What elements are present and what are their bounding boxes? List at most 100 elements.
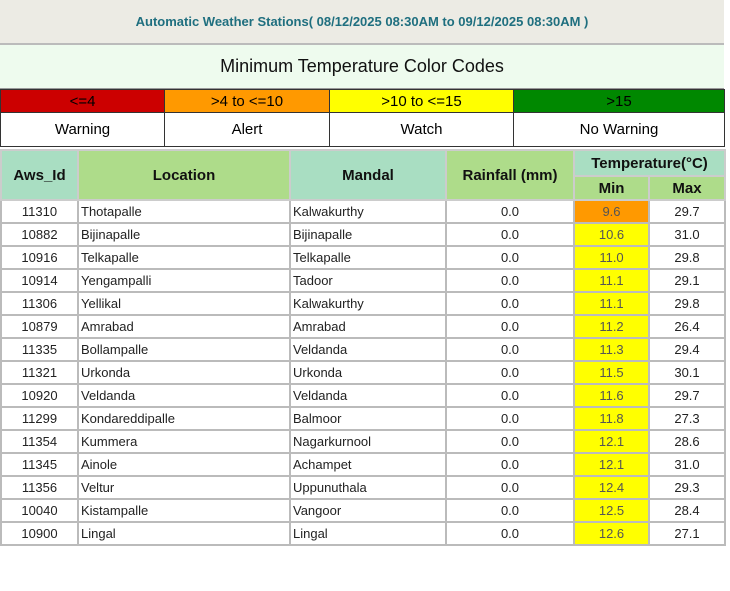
cell-rainfall: 0.0 [445,291,575,316]
cell-max-temp: 27.1 [647,521,727,546]
cell-min-temp: 11.2 [573,314,650,339]
header-temperature: Temperature(°C) [572,149,727,177]
cell-rainfall: 0.0 [445,199,575,224]
legend-range: >4 to <=10 [164,89,330,113]
cell-aws-id: 11306 [0,291,79,316]
cell-aws-id: 10040 [0,498,79,523]
cell-location: Telkapalle [77,245,291,270]
cell-max-temp: 29.8 [647,291,727,316]
cell-location: Veldanda [77,383,291,408]
cell-max-temp: 29.7 [647,199,727,224]
cell-location: Bollampalle [77,337,291,362]
cell-max-temp: 27.3 [647,406,727,431]
cell-aws-id: 10882 [0,222,79,247]
legend-label: Watch [329,112,514,147]
cell-rainfall: 0.0 [445,314,575,339]
table-row: 11299 Kondareddipalle Balmoor 0.0 11.8 27.3 [0,406,727,431]
cell-rainfall: 0.0 [445,452,575,477]
cell-rainfall: 0.0 [445,337,575,362]
cell-location: Amrabad [77,314,291,339]
table-row: 11335 Bollampalle Veldanda 0.0 11.3 29.4 [0,337,727,362]
cell-location: Ainole [77,452,291,477]
cell-min-temp: 11.0 [573,245,650,270]
cell-mandal: Achampet [289,452,447,477]
cell-aws-id: 11354 [0,429,79,454]
cell-max-temp: 29.8 [647,245,727,270]
cell-min-temp: 11.3 [573,337,650,362]
cell-mandal: Vangoor [289,498,447,523]
cell-location: Yellikal [77,291,291,316]
cell-max-temp: 31.0 [647,222,727,247]
cell-mandal: Nagarkurnool [289,429,447,454]
cell-max-temp: 28.6 [647,429,727,454]
cell-min-temp: 12.4 [573,475,650,500]
cell-mandal: Amrabad [289,314,447,339]
cell-location: Urkonda [77,360,291,385]
cell-aws-id: 10914 [0,268,79,293]
cell-min-temp: 12.6 [573,521,650,546]
cell-min-temp: 11.6 [573,383,650,408]
table-row: 11354 Kummera Nagarkurnool 0.0 12.1 28.6 [0,429,727,454]
header-min: Min [573,175,650,201]
cell-rainfall: 0.0 [445,498,575,523]
cell-rainfall: 0.0 [445,406,575,431]
table-row: 11345 Ainole Achampet 0.0 12.1 31.0 [0,452,727,477]
cell-max-temp: 29.7 [647,383,727,408]
legend-range: >15 [513,89,725,113]
cell-rainfall: 0.0 [445,383,575,408]
cell-mandal: Lingal [289,521,447,546]
cell-location: Bijinapalle [77,222,291,247]
table-row: 10920 Veldanda Veldanda 0.0 11.6 29.7 [0,383,727,408]
cell-location: Lingal [77,521,291,546]
cell-aws-id: 10879 [0,314,79,339]
cell-mandal: Balmoor [289,406,447,431]
cell-max-temp: 30.1 [647,360,727,385]
cell-location: Thotapalle [77,199,291,224]
table-row: 10916 Telkapalle Telkapalle 0.0 11.0 29.8 [0,245,727,270]
cell-rainfall: 0.0 [445,521,575,546]
cell-mandal: Kalwakurthy [289,291,447,316]
legend-label: Alert [164,112,330,147]
cell-aws-id: 11299 [0,406,79,431]
cell-aws-id: 10900 [0,521,79,546]
legend-label: Warning [0,112,165,147]
cell-aws-id: 11335 [0,337,79,362]
cell-min-temp: 12.1 [573,429,650,454]
cell-aws-id: 11321 [0,360,79,385]
cell-mandal: Bijinapalle [289,222,447,247]
cell-rainfall: 0.0 [445,245,575,270]
table-row: 11321 Urkonda Urkonda 0.0 11.5 30.1 [0,360,727,385]
cell-max-temp: 26.4 [647,314,727,339]
header-aws-id: Aws_Id [0,149,79,201]
cell-mandal: Uppunuthala [289,475,447,500]
cell-location: Kistampalle [77,498,291,523]
legend-range: <=4 [0,89,165,113]
page-header: Automatic Weather Stations( 08/12/2025 0… [0,0,724,45]
cell-min-temp: 9.6 [573,199,650,224]
cell-max-temp: 28.4 [647,498,727,523]
table-row: 10040 Kistampalle Vangoor 0.0 12.5 28.4 [0,498,727,523]
cell-max-temp: 29.4 [647,337,727,362]
cell-min-temp: 10.6 [573,222,650,247]
cell-rainfall: 0.0 [445,222,575,247]
table-row: 10882 Bijinapalle Bijinapalle 0.0 10.6 31.0 [0,222,727,247]
table-row: 10914 Yengampalli Tadoor 0.0 11.1 29.1 [0,268,727,293]
cell-min-temp: 11.1 [573,291,650,316]
cell-aws-id: 11356 [0,475,79,500]
header-max: Max [647,175,727,201]
cell-rainfall: 0.0 [445,268,575,293]
table-row: 11306 Yellikal Kalwakurthy 0.0 11.1 29.8 [0,291,727,316]
legend-label: No Warning [513,112,725,147]
cell-aws-id: 10916 [0,245,79,270]
color-legend: <=4 >4 to <=10 >10 to <=15 >15 Warning Alert W… [0,89,725,147]
cell-mandal: Tadoor [289,268,447,293]
cell-mandal: Kalwakurthy [289,199,447,224]
cell-rainfall: 0.0 [445,429,575,454]
stations-table: Aws_Id Location Mandal Rainfall (mm) Tem… [0,149,727,546]
cell-max-temp: 29.3 [647,475,727,500]
cell-max-temp: 31.0 [647,452,727,477]
cell-aws-id: 10920 [0,383,79,408]
header-location: Location [77,149,291,201]
cell-rainfall: 0.0 [445,475,575,500]
table-row: 10900 Lingal Lingal 0.0 12.6 27.1 [0,521,727,546]
